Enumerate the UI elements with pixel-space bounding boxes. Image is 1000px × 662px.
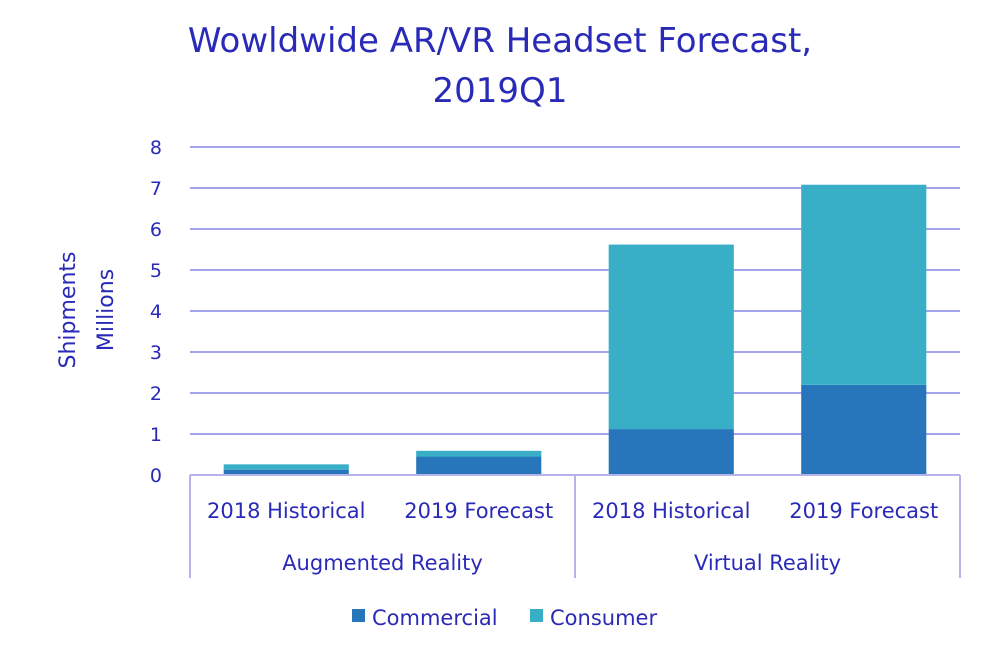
- legend-swatch-consumer: [530, 609, 543, 622]
- y-tick-label: 7: [150, 178, 162, 200]
- bar-commercial: [608, 429, 734, 475]
- y-tick-label: 6: [150, 219, 162, 241]
- bar-consumer: [416, 450, 542, 457]
- y-tick-label: 3: [150, 342, 162, 364]
- bars: [223, 184, 927, 475]
- legend-swatch-commercial: [352, 609, 365, 622]
- legend-label-commercial: Commercial: [372, 606, 498, 630]
- x-category-label: 2018 Historical: [207, 499, 365, 523]
- gridlines: [190, 146, 960, 435]
- y-axis-title-line-1: Shipments: [56, 252, 81, 369]
- x-group-label: Virtual Reality: [694, 551, 841, 575]
- x-group-label: Augmented Reality: [282, 551, 483, 575]
- bar-commercial: [416, 456, 542, 475]
- chart-title-line-1: Wowldwide AR/VR Headset Forecast,: [188, 21, 812, 61]
- bar-commercial: [223, 469, 349, 475]
- legend: Commercial Consumer: [352, 606, 657, 630]
- chart-title-line-2: 2019Q1: [433, 71, 568, 111]
- bar-consumer: [608, 244, 734, 430]
- y-axis-title-line-2: Millions: [94, 269, 119, 351]
- legend-label-consumer: Consumer: [550, 606, 657, 630]
- bar-commercial: [801, 384, 927, 475]
- y-tick-label: 2: [150, 383, 162, 405]
- y-tick-label: 8: [150, 137, 162, 159]
- x-category-label: 2019 Forecast: [404, 499, 553, 523]
- bar-consumer: [223, 464, 349, 470]
- y-axis-ticks: 0 1 2 3 4 5 6 7 8: [150, 137, 162, 487]
- x-category-label: 2018 Historical: [592, 499, 750, 523]
- bar-consumer: [801, 184, 927, 385]
- x-axis: 2018 Historical 2019 Forecast Augmented Re…: [189, 474, 961, 578]
- y-tick-label: 5: [150, 260, 162, 282]
- x-category-label: 2019 Forecast: [789, 499, 938, 523]
- y-tick-label: 1: [150, 424, 162, 446]
- y-tick-label: 0: [150, 465, 162, 487]
- y-tick-label: 4: [150, 301, 162, 323]
